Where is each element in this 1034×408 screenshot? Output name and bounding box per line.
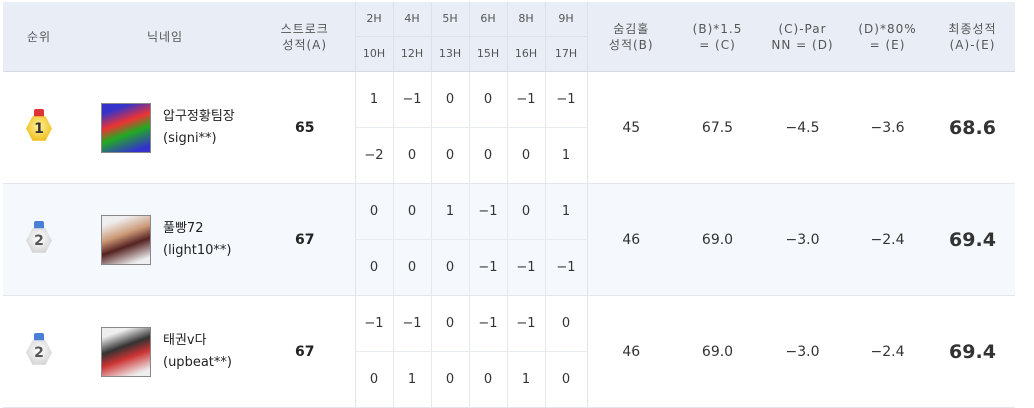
hole-score: −1	[544, 239, 587, 296]
header-hole: 12H	[392, 36, 431, 72]
table-row: 2 풀빵72 (light10**) 67 0 0 1 −1 0 1 46 69.0 −3.…	[3, 183, 1015, 296]
avatar[interactable]	[101, 214, 151, 265]
ranking-table: 순위 닉네임 스트로크 성적(A) 2H 4H 5H 6H 8H 9H 숨김홀 성적…	[3, 2, 1015, 408]
d-value: −3.0	[760, 183, 845, 296]
table-row: 0 0 0 −1 −1 −1	[3, 239, 1015, 296]
hole-score: 0	[430, 351, 469, 408]
header-hole: 15H	[468, 36, 507, 72]
nickname[interactable]: 압구정황팀장	[163, 108, 235, 124]
hole-score: 0	[506, 127, 545, 184]
user-id: (light10**)	[163, 242, 232, 258]
hole-score: −1	[354, 295, 393, 352]
header-hole: 9H	[544, 2, 587, 37]
header-final: 최종성적 (A)-(E)	[930, 2, 1015, 72]
hole-score: 1	[506, 351, 545, 408]
header-c: (B)*1.5 = (C)	[675, 2, 760, 72]
hole-score: 0	[468, 127, 507, 184]
hole-score: −1	[468, 183, 507, 240]
stroke-score: 67	[255, 295, 355, 408]
nickname-cell: 압구정황팀장 (signi**)	[75, 71, 255, 184]
hole-score: 0	[544, 351, 587, 408]
header-hole: 8H	[506, 2, 545, 37]
hole-score: 0	[430, 127, 469, 184]
hole-score: 1	[354, 71, 393, 128]
hole-score: −1	[468, 295, 507, 352]
e-value: −3.6	[845, 71, 930, 184]
header-hole: 17H	[544, 36, 587, 72]
hidden-hole-score: 45	[586, 71, 675, 184]
hole-score: 0	[354, 351, 393, 408]
hole-score: 0	[354, 239, 393, 296]
header-hole: 2H	[354, 2, 393, 37]
table-row: 2 태권v다 (upbeat**) 67 −1 −1 0 −1 −1 0 46 69.0 −…	[3, 295, 1015, 408]
c-value: 69.0	[675, 183, 760, 296]
avatar[interactable]	[101, 102, 151, 153]
hole-score: −1	[392, 71, 431, 128]
hole-score: 0	[544, 295, 587, 352]
medal-icon: 1	[26, 108, 52, 143]
hole-score: 1	[430, 183, 469, 240]
header-hole: 10H	[354, 36, 393, 72]
header-hidden-hole-b: 숨김홀 성적(B)	[586, 2, 675, 72]
hole-score: 0	[392, 127, 431, 184]
header-nickname: 닉네임	[75, 2, 255, 72]
hole-score: 1	[544, 127, 587, 184]
c-value: 69.0	[675, 295, 760, 408]
user-id: (signi**)	[163, 130, 217, 146]
hole-score: 0	[468, 71, 507, 128]
rank-cell: 2	[3, 295, 75, 408]
nickname[interactable]: 태권v다	[163, 332, 207, 348]
e-value: −2.4	[845, 183, 930, 296]
hidden-hole-score: 46	[586, 183, 675, 296]
final-score: 68.6	[930, 71, 1015, 184]
table-row: 1 압구정황팀장 (signi**) 65 1 −1 0 0 −1 −1 45 67.5 −…	[3, 71, 1015, 184]
nickname-cell: 태권v다 (upbeat**)	[75, 295, 255, 408]
d-value: −4.5	[760, 71, 845, 184]
header-d: (C)-Par NN = (D)	[760, 2, 845, 72]
table-row: −2 0 0 0 0 1	[3, 127, 1015, 184]
hole-score: 0	[430, 295, 469, 352]
header-hole: 6H	[468, 2, 507, 37]
avatar[interactable]	[101, 326, 151, 377]
hidden-hole-score: 46	[586, 295, 675, 408]
stroke-score: 67	[255, 183, 355, 296]
header-hole: 16H	[506, 36, 545, 72]
header-hole: 5H	[430, 2, 469, 37]
hole-score: −1	[506, 295, 545, 352]
medal-icon: 2	[26, 220, 52, 255]
hole-score: −2	[354, 127, 393, 184]
hole-score: −1	[506, 239, 545, 296]
final-score: 69.4	[930, 183, 1015, 296]
hole-score: 0	[506, 183, 545, 240]
hole-score: −1	[506, 71, 545, 128]
hole-score: 0	[392, 239, 431, 296]
hole-score: 0	[430, 239, 469, 296]
c-value: 67.5	[675, 71, 760, 184]
hole-score: 1	[392, 351, 431, 408]
nickname-cell: 풀빵72 (light10**)	[75, 183, 255, 296]
hole-score: −1	[468, 239, 507, 296]
header-rank: 순위	[3, 2, 75, 72]
hole-score: 0	[468, 351, 507, 408]
user-id: (upbeat**)	[163, 354, 232, 370]
hole-score: −1	[392, 295, 431, 352]
medal-icon: 2	[26, 332, 52, 367]
hole-score: −1	[544, 71, 587, 128]
hole-score: 1	[544, 183, 587, 240]
header-hole: 13H	[430, 36, 469, 72]
header-e: (D)*80% = (E)	[845, 2, 930, 72]
final-score: 69.4	[930, 295, 1015, 408]
hole-score: 0	[430, 71, 469, 128]
header-stroke: 스트로크 성적(A)	[255, 2, 355, 72]
hole-score: 0	[354, 183, 393, 240]
rank-cell: 1	[3, 71, 75, 184]
nickname[interactable]: 풀빵72	[163, 220, 204, 236]
stroke-score: 65	[255, 71, 355, 184]
hole-score: 0	[392, 183, 431, 240]
e-value: −2.4	[845, 295, 930, 408]
d-value: −3.0	[760, 295, 845, 408]
rank-cell: 2	[3, 183, 75, 296]
header-hole: 4H	[392, 2, 431, 37]
